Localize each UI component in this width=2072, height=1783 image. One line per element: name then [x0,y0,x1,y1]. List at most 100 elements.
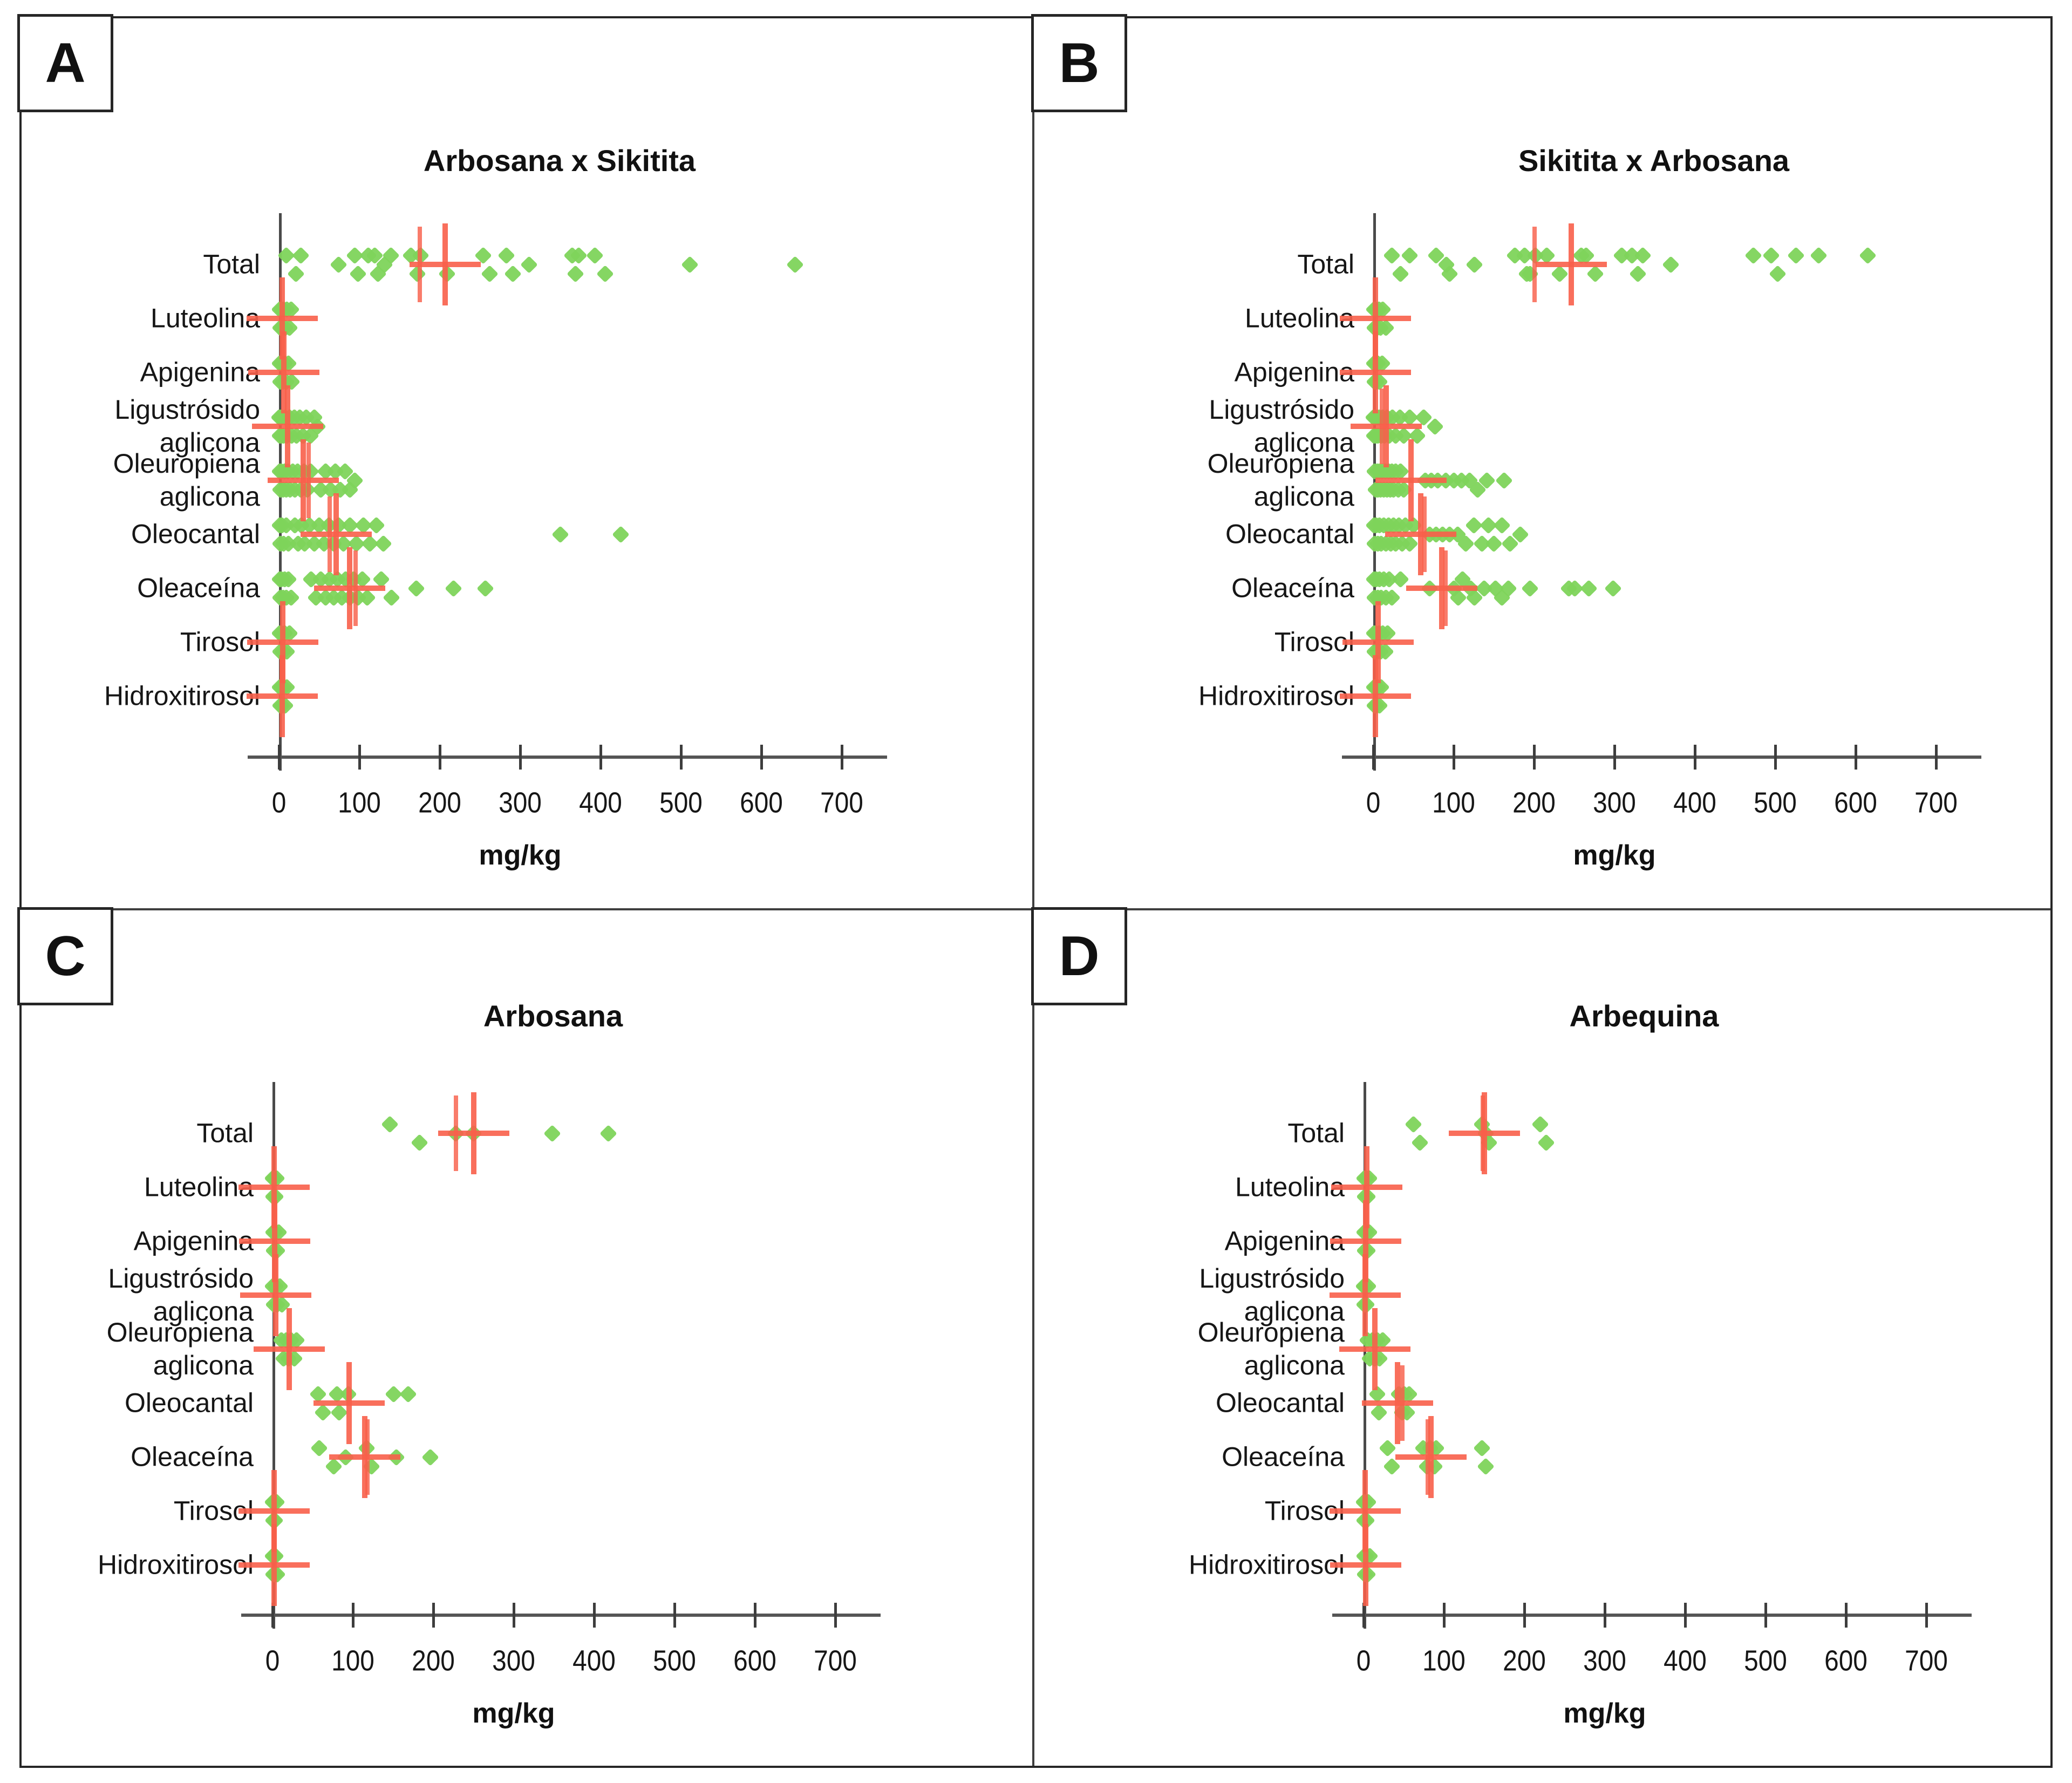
mean-marker-vertical [279,277,285,359]
row-label-line: Hidroxitirosol [104,680,260,711]
mean-marker-vertical [1394,1362,1400,1444]
x-axis-tick-label: 300 [1593,786,1636,820]
mean-marker-vertical [272,1254,278,1336]
x-axis-tick [1443,1603,1446,1628]
panel-a: A Arbosana x Sikitita Total Luteolina Apigen… [17,14,1033,909]
panel-letter: B [1059,31,1100,94]
data-point [611,525,630,543]
x-axis-tick-label: 100 [1432,786,1475,820]
row-label-line: aglicona [1244,1296,1345,1326]
row-label-total: Total [1114,248,1354,281]
data-point [497,246,515,264]
x-axis-tick [352,1603,355,1628]
data-point [358,588,377,607]
data-point [381,1115,399,1133]
mean-marker-vertical [471,1092,476,1174]
mean-marker-vertical [1363,1200,1369,1282]
x-axis-tick-label: 300 [1583,1644,1626,1678]
x-axis-tick-label: 700 [814,1644,857,1678]
data-point [1495,471,1514,489]
row-label-line: Apigenina [1224,1226,1345,1256]
row-label-line: Apigenina [140,357,260,387]
panel-letter: D [1059,924,1100,988]
mean-marker-vertical [1364,1146,1369,1228]
data-point [586,246,604,264]
row-label-line: Oleaceína [131,1441,254,1472]
panel-title: Arbosana x Sikitita [423,144,696,178]
row-label-line: Hidroxitirosol [98,1549,254,1580]
x-axis-tick-label: 0 [265,1644,280,1678]
row-label-apigenina: Apigenina [20,356,260,389]
mean-marker-vertical [1375,601,1381,683]
x-axis-tick [358,745,361,770]
x-axis-tick-label: 700 [1905,1644,1948,1678]
row-label-line: aglicona [1253,481,1354,512]
panel-c: C Arbosana Total Luteolina Apigenina Ligustró… [17,907,1033,1765]
row-label-tirosol: Tirosol [20,626,260,659]
x-axis-tick-label: 500 [1744,1644,1787,1678]
mean-marker-vertical [1362,1470,1368,1552]
row-label-oleocantal: Oleocantal [13,1387,254,1420]
x-axis-tick-label: 400 [1673,786,1716,820]
x-axis-title: mg/kg [472,1698,555,1729]
row-label-line: aglicona [1253,427,1354,458]
x-axis-tick-label: 500 [1754,786,1797,820]
x-axis-tick [1764,1603,1767,1628]
data-point [1769,264,1787,283]
data-point [1382,1457,1401,1475]
x-axis-tick [1362,1603,1365,1628]
mean-marker-vertical [279,655,285,737]
row-label-hidroxitirosol: Hidroxitirosol [20,680,260,713]
panel-letter-box-d: D [1031,907,1127,1005]
data-point [481,264,499,283]
row-label-ligustr-sido-aglicona: Ligustrósido aglicona [13,1262,254,1328]
x-axis-tick-label: 100 [1422,1644,1466,1678]
mean-marker-vertical [442,223,448,305]
row-label-line: aglicona [153,1296,254,1326]
mean-marker-vertical [1363,1524,1369,1606]
panel-letter-box-c: C [17,907,113,1005]
mean-marker-vertical [347,547,353,629]
data-point [407,579,426,597]
data-point [1493,516,1511,534]
row-label-line: Oleocantal [1215,1387,1345,1418]
x-axis-tick-label: 100 [331,1644,374,1678]
mean-marker-vertical [280,601,286,683]
mean-marker-vertical [1428,1416,1434,1498]
data-point [310,1439,328,1457]
x-axis-tick [1694,745,1696,770]
data-point [520,255,538,274]
data-point [330,1403,348,1421]
row-label-luteolina: Luteolina [1114,302,1354,335]
x-axis-tick-label: 500 [653,1644,696,1678]
row-label-line: Oleuropiena [1197,1317,1345,1348]
data-point [1662,255,1680,274]
x-axis-tick [1613,745,1616,770]
panel-b: B Sikitita x Arbosana Total Luteolina Apigen… [1031,14,2050,909]
x-axis-tick-label: 700 [820,786,863,820]
mean-marker-vertical [271,1470,277,1552]
row-label-line: Luteolina [144,1172,254,1202]
row-label-line: Oleaceína [1222,1441,1345,1472]
x-axis-line [1342,756,1981,759]
x-axis-tick [519,745,522,770]
x-axis-tick [593,1603,596,1628]
data-point [374,534,392,553]
x-axis-tick-label: 600 [733,1644,776,1678]
x-axis-tick [1523,1603,1526,1628]
mean-marker-vertical [1408,439,1414,521]
row-label-line: Oleuropiena [1207,448,1354,479]
data-point [1859,246,1877,264]
row-label-total: Total [1105,1117,1345,1150]
panel-d: D Arbequina Total Luteolina Apigenina Ligustr… [1031,907,2050,1765]
data-point [1537,1133,1555,1152]
data-point [1473,1439,1491,1457]
x-axis-tick [278,745,281,770]
data-point [1405,1115,1422,1133]
x-axis-line [241,1614,881,1617]
mean-marker-vertical [300,439,306,521]
x-axis-tick-label: 300 [499,786,542,820]
row-label-oleace-na: Oleaceína [1105,1441,1345,1474]
panel-title: Arbosana [483,999,623,1033]
row-label-oleuropiena-aglicona: Oleuropiena aglicona [13,1316,254,1382]
